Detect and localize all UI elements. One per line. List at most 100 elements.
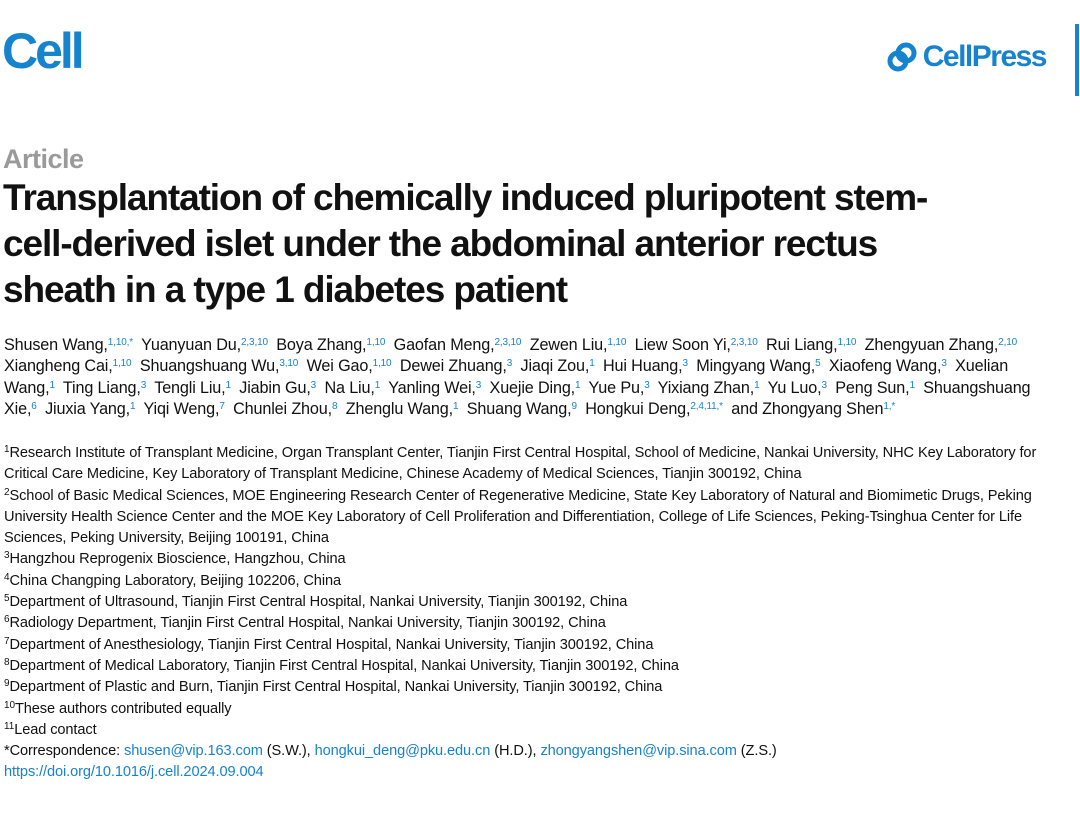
author-affiliation-ref[interactable]: 2,4,11,* <box>690 401 723 413</box>
doi-link[interactable]: https://doi.org/10.1016/j.cell.2024.09.0… <box>4 764 264 781</box>
author-affiliation-ref[interactable]: 1 <box>452 401 459 413</box>
author-affiliation-ref[interactable]: 1 <box>575 379 581 391</box>
author-affiliation-ref[interactable]: 5 <box>815 358 821 370</box>
affiliation-number: 6 <box>4 614 10 626</box>
affiliation-text: Department of Ultrasound, Tianjin First … <box>9 594 628 611</box>
author-affiliation-ref[interactable]: 1 <box>129 401 136 413</box>
affiliation-number: 1 <box>4 444 10 455</box>
author: Hongkui Deng,2,4,11,* <box>585 400 723 418</box>
correspondence: *Correspondence: shusen@vip.163.com (S.W… <box>4 741 1054 762</box>
author-affiliation-ref[interactable]: 1 <box>225 379 232 391</box>
author: Yue Pu,3 <box>589 379 650 397</box>
email-link[interactable]: shusen@vip.163.com <box>124 743 263 760</box>
article-type: Article <box>3 144 84 174</box>
author-name: Zewen Liu, <box>529 336 608 354</box>
author-list: Shusen Wang,1,10,* Yuanyuan Du,2,3,10 Bo… <box>4 335 1054 421</box>
author-affiliation-ref[interactable]: 3 <box>506 358 513 370</box>
author-name: Ting Liang, <box>62 378 141 397</box>
author-affiliation-ref[interactable]: 1 <box>754 379 760 391</box>
email-initials: (Z.S.) <box>740 743 777 760</box>
author-name: Yanling Wei, <box>388 378 476 397</box>
author: Yanling Wei,3 <box>388 379 481 397</box>
author-affiliation-ref[interactable]: 2,3,10 <box>730 337 758 348</box>
affiliation: 10These authors contributed equally <box>4 699 1054 720</box>
email-link[interactable]: zhongyangshen@vip.sina.com <box>540 743 737 760</box>
email-initials: (S.W.), <box>266 743 311 760</box>
author-affiliation-ref[interactable]: 1,10 <box>837 337 857 348</box>
author-name: Xuelian Wang, <box>4 357 1009 397</box>
author-affiliation-ref[interactable]: 1,10 <box>372 358 392 370</box>
author-affiliation-ref[interactable]: 3 <box>821 379 827 391</box>
publisher-icon <box>887 42 917 72</box>
affiliation: 3Hangzhou Reprogenix Bioscience, Hangzho… <box>4 549 1054 570</box>
publisher-logo[interactable]: CellPress <box>887 40 1048 74</box>
affiliation-list: 1Research Institute of Transplant Medici… <box>4 443 1054 784</box>
affiliation-text: Hangzhou Reprogenix Bioscience, Hangzhou… <box>9 551 346 568</box>
affiliation-number: 5 <box>4 593 10 605</box>
author: Zhenglu Wang,1 <box>346 400 459 418</box>
author-affiliation-ref[interactable]: 1 <box>374 379 381 391</box>
author-name: Xuejie Ding, <box>489 378 576 397</box>
doi-line: https://doi.org/10.1016/j.cell.2024.09.0… <box>4 762 1054 783</box>
affiliation-text: These authors contributed equally <box>14 700 232 717</box>
affiliation: 1Research Institute of Transplant Medici… <box>4 443 1054 486</box>
author: Shuangshuang Xie,6 <box>4 378 1031 419</box>
author-name: Yiqi Weng, <box>143 400 220 419</box>
author: Xiaofeng Wang,3 <box>829 357 947 375</box>
author: Boya Zhang,1,10 <box>276 336 385 354</box>
affiliation: 8Department of Medical Laboratory, Tianj… <box>4 656 1054 677</box>
author-name: Na Liu, <box>324 378 375 397</box>
author: Yuanyuan Du,2,3,10 <box>141 336 268 354</box>
author-affiliation-ref[interactable]: 3 <box>682 358 689 370</box>
author: Peng Sun,1 <box>835 379 915 397</box>
author-affiliation-ref[interactable]: 3 <box>644 379 650 391</box>
author-name: Rui Liang, <box>766 336 838 354</box>
author-affiliation-ref[interactable]: 3 <box>310 379 317 391</box>
author-affiliation-ref[interactable]: 1,10 <box>112 358 132 370</box>
author-affiliation-ref[interactable]: 9 <box>571 401 577 413</box>
author-affiliation-ref[interactable]: 3 <box>140 379 147 391</box>
author-name: Xiaofeng Wang, <box>828 357 942 376</box>
author: Rui Liang,1,10 <box>766 336 856 354</box>
affiliation: 11Lead contact <box>4 720 1054 741</box>
author-affiliation-ref[interactable]: 1 <box>909 379 916 391</box>
author-affiliation-ref[interactable]: 3,10 <box>279 358 299 370</box>
author-affiliation-ref[interactable]: 1 <box>49 379 55 391</box>
author-affiliation-ref[interactable]: 2,3,10 <box>494 337 522 348</box>
author: Ting Liang,3 <box>63 379 146 397</box>
author-affiliation-ref[interactable]: 1 <box>589 358 595 370</box>
author-affiliation-ref[interactable]: 3 <box>475 379 482 391</box>
author-name: Shusen Wang, <box>4 336 108 354</box>
author-name: Peng Sun, <box>835 378 910 397</box>
author-name: Hongkui Deng, <box>585 400 691 419</box>
author-name: Shuangshuang Wu, <box>139 357 280 376</box>
author-affiliation-ref[interactable]: 2,3,10 <box>241 337 268 348</box>
author-affiliation-ref[interactable]: 8 <box>331 401 338 413</box>
author-affiliation-ref[interactable]: 6 <box>31 401 37 413</box>
author: Shuang Wang,9 <box>467 400 577 418</box>
author: Yixiang Zhan,1 <box>658 379 760 397</box>
author-name: and Zhongyang Shen <box>731 400 884 419</box>
author-affiliation-ref[interactable]: 3 <box>941 358 947 370</box>
affiliation-number: 8 <box>4 656 10 668</box>
affiliation-text: School of Basic Medical Sciences, MOE En… <box>4 487 1032 547</box>
author-affiliation-ref[interactable]: 1,10,* <box>107 337 134 348</box>
email-link[interactable]: hongkui_deng@pku.edu.cn <box>314 743 491 760</box>
publisher-name: CellPress <box>922 40 1048 73</box>
article-title: Transplantation of chemically induced pl… <box>3 177 928 310</box>
author: Zhengyuan Zhang,2,10 <box>865 336 1018 354</box>
author-name: Yue Pu, <box>588 378 645 397</box>
author-name: Mingyang Wang, <box>696 357 816 376</box>
author: Wei Gao,1,10 <box>307 357 392 375</box>
author-affiliation-ref[interactable]: 1,* <box>883 401 896 413</box>
author: Shuangshuang Wu,3,10 <box>139 357 299 376</box>
author-affiliation-ref[interactable]: 2,10 <box>998 337 1018 348</box>
author: Tengli Liu,1 <box>154 379 231 397</box>
affiliation-text: China Changping Laboratory, Beijing 1022… <box>9 572 342 589</box>
author-affiliation-ref[interactable]: 1,10 <box>366 337 386 348</box>
author-name: Shuangshuang Xie, <box>4 378 1031 419</box>
journal-logo[interactable]: Cell <box>2 23 85 79</box>
author-name: Jiaqi Zou, <box>520 357 590 376</box>
author-affiliation-ref[interactable]: 7 <box>219 401 225 413</box>
author-affiliation-ref[interactable]: 1,10 <box>607 337 627 348</box>
